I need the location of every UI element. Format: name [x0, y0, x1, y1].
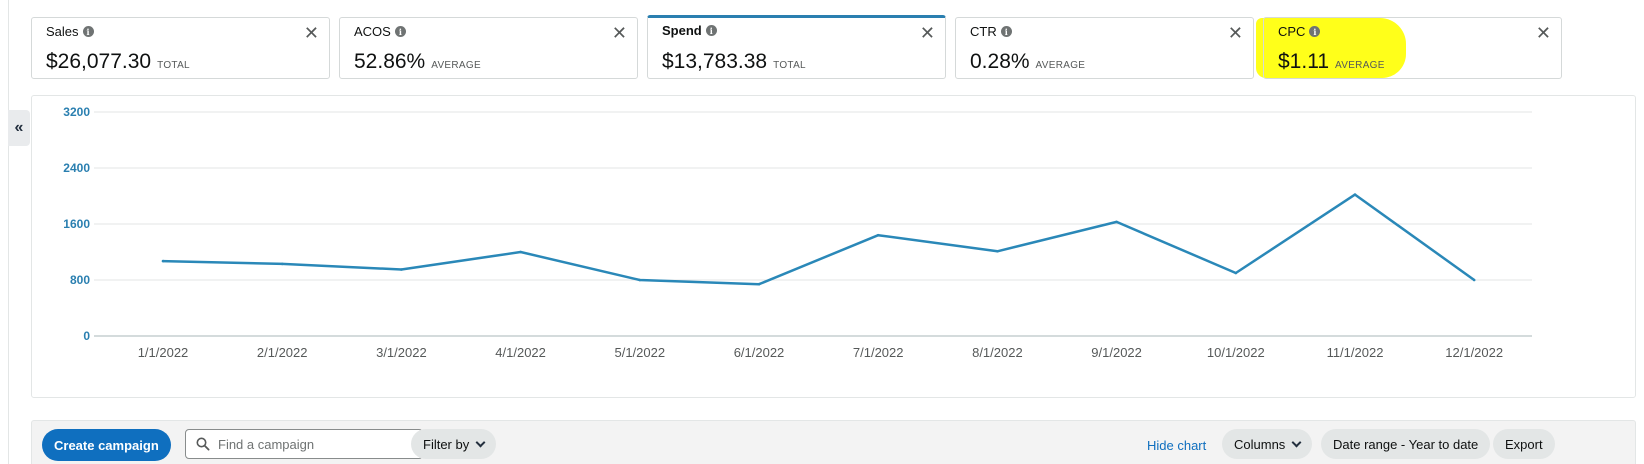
data-point[interactable] [280, 262, 284, 266]
metric-value: $1.11 [1278, 50, 1329, 73]
left-divider [8, 0, 9, 464]
close-icon[interactable]: ✕ [611, 23, 627, 43]
x-tick-label: 8/1/2022 [972, 345, 1023, 360]
y-tick-label: 0 [83, 329, 90, 343]
metric-aggregation: AVERAGE [431, 60, 481, 71]
metric-card-spend[interactable]: Spend i $13,783.38 TOTAL ✕ [647, 15, 946, 79]
hide-chart-link[interactable]: Hide chart [1147, 438, 1207, 453]
cpc-highlight-mark [1256, 18, 1406, 78]
filter-by-dropdown[interactable]: Filter by [411, 429, 497, 459]
metric-aggregation: AVERAGE [1335, 60, 1385, 71]
spend-line-chart: 0 800 1600 2400 3200 1/1/2022 2/1/2022 3/1/2022… [63, 105, 1532, 360]
date-range-button[interactable]: Date range - Year to date [1321, 429, 1491, 459]
metric-name: Sales i [46, 24, 94, 39]
data-point[interactable] [1115, 220, 1118, 224]
metric-label: ACOS [354, 24, 391, 39]
data-point[interactable] [400, 268, 403, 271]
metric-card-acos[interactable]: ACOS i 52.86% AVERAGE ✕ [339, 17, 638, 79]
metric-value: 0.28% [970, 50, 1030, 73]
search-input[interactable] [218, 436, 418, 452]
metric-name: ACOS i [354, 24, 406, 39]
data-point[interactable] [757, 282, 761, 286]
metric-value-row: $1.11 AVERAGE [1278, 50, 1385, 74]
data-point[interactable] [1472, 278, 1476, 282]
metric-card-cpc[interactable]: CPC i $1.11 AVERAGE ✕ [1263, 17, 1562, 79]
campaign-search[interactable] [185, 429, 423, 459]
data-point[interactable] [161, 259, 165, 263]
chevron-down-icon [475, 437, 486, 447]
metric-name: CTR i [970, 24, 1012, 39]
chevron-down-icon [1291, 437, 1302, 447]
search-icon [196, 437, 210, 451]
campaign-toolbar: Create campaign Filter by Hide chart Col… [31, 420, 1636, 464]
metric-name: CPC i [1278, 24, 1321, 39]
data-point[interactable] [1353, 193, 1357, 196]
info-icon[interactable]: i [394, 26, 406, 37]
y-tick-label: 3200 [63, 105, 90, 119]
info-icon[interactable]: i [1000, 26, 1012, 37]
x-tick-label: 1/1/2022 [138, 345, 189, 360]
metric-value-row: $26,077.30 TOTAL [46, 50, 190, 74]
metric-value-row: 0.28% AVERAGE [970, 50, 1085, 74]
y-tick-label: 2400 [63, 161, 90, 175]
data-point[interactable] [638, 278, 642, 282]
x-tick-label: 10/1/2022 [1207, 345, 1265, 360]
data-point[interactable] [996, 250, 999, 253]
metric-value-row: $13,783.38 TOTAL [662, 50, 806, 74]
metric-value: $26,077.30 [46, 50, 152, 73]
double-chevron-left-icon: « [14, 119, 24, 136]
x-tick-label: 2/1/2022 [257, 345, 308, 360]
data-point[interactable] [1234, 271, 1238, 275]
y-tick-label: 800 [70, 273, 90, 287]
create-campaign-button[interactable]: Create campaign [42, 429, 171, 461]
export-button[interactable]: Export [1493, 429, 1555, 459]
metric-aggregation: TOTAL [157, 60, 190, 71]
close-icon[interactable]: ✕ [303, 23, 319, 43]
metric-aggregation: AVERAGE [1035, 60, 1086, 71]
series-line [162, 193, 1475, 286]
metric-label: CPC [1278, 24, 1306, 39]
metric-value: $13,783.38 [662, 50, 768, 73]
metric-value-row: 52.86% AVERAGE [354, 50, 481, 74]
info-icon[interactable]: i [1309, 26, 1321, 37]
filter-by-label: Filter by [423, 436, 470, 452]
y-tick-label: 1600 [63, 217, 90, 231]
metric-card-ctr[interactable]: CTR i 0.28% AVERAGE ✕ [955, 17, 1254, 79]
x-tick-label: 5/1/2022 [614, 345, 665, 360]
metric-name: Spend i [662, 23, 717, 38]
date-range-label: Date range - Year to date [1333, 436, 1479, 452]
metric-label: Spend [662, 23, 702, 38]
columns-label: Columns [1234, 436, 1286, 452]
collapse-sidebar-button[interactable]: « [8, 110, 30, 146]
close-icon[interactable]: ✕ [919, 23, 935, 43]
metric-label: Sales [46, 24, 79, 39]
x-tick-label: 11/1/2022 [1327, 345, 1384, 360]
data-point[interactable] [876, 233, 880, 237]
metric-label: CTR [970, 24, 997, 39]
x-tick-label: 4/1/2022 [495, 345, 546, 360]
metric-value: 52.86% [354, 50, 426, 73]
x-tick-label: 6/1/2022 [734, 345, 785, 360]
close-icon[interactable]: ✕ [1227, 23, 1243, 43]
x-tick-label: 7/1/2022 [853, 345, 904, 360]
x-tick-label: 12/1/2022 [1445, 345, 1503, 360]
info-icon[interactable]: i [705, 25, 717, 36]
chart-panel: 0 800 1600 2400 3200 1/1/2022 2/1/2022 3/1/2022… [31, 95, 1636, 398]
info-icon[interactable]: i [82, 26, 94, 37]
close-icon[interactable]: ✕ [1535, 23, 1551, 43]
columns-dropdown[interactable]: Columns [1222, 429, 1313, 459]
x-tick-label: 3/1/2022 [376, 345, 427, 360]
metric-card-sales[interactable]: Sales i $26,077.30 TOTAL ✕ [31, 17, 330, 79]
data-point[interactable] [519, 250, 522, 254]
metric-aggregation: TOTAL [773, 60, 806, 71]
export-label: Export [1505, 436, 1543, 452]
x-tick-label: 9/1/2022 [1091, 345, 1142, 360]
